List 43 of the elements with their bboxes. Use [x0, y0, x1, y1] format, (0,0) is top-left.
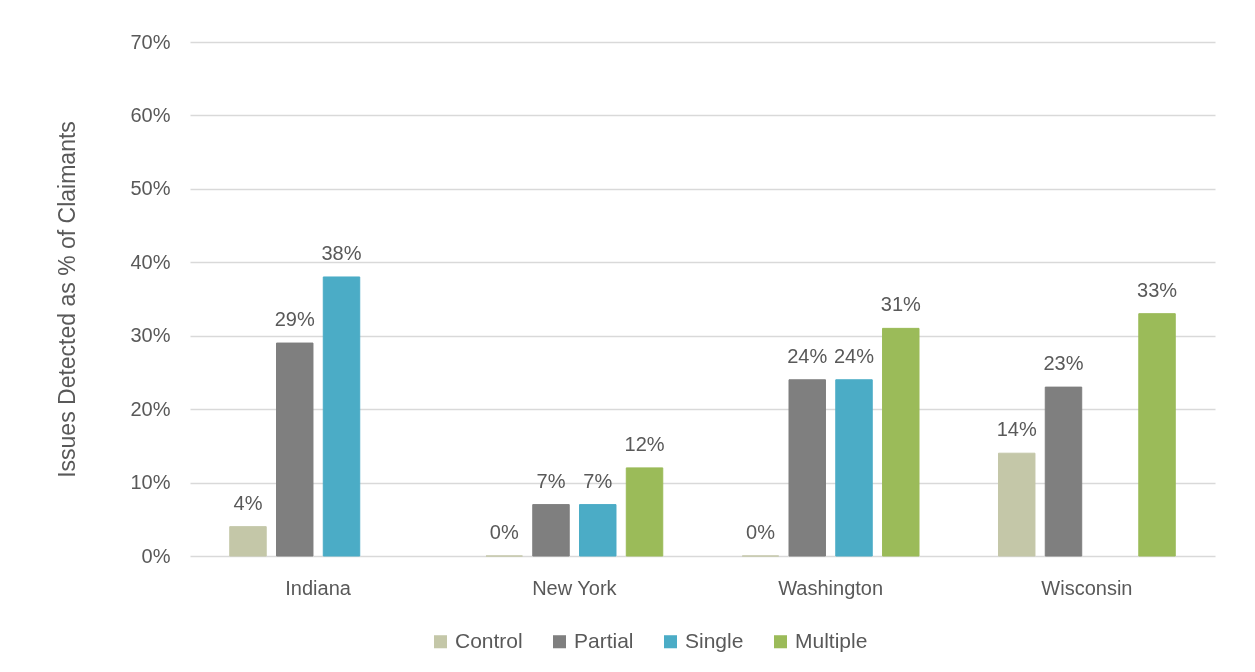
data-label: 0% — [489, 521, 519, 543]
data-label: 24% — [833, 344, 875, 367]
legend-label: Multiple — [795, 628, 868, 652]
x-tick-label: Washington — [778, 576, 884, 599]
bar — [882, 327, 920, 557]
data-label: 14% — [996, 418, 1037, 441]
y-tick-label: 50% — [130, 177, 171, 200]
data-label: 12% — [624, 432, 665, 455]
data-label: 7% — [583, 469, 613, 492]
x-tick-label: Wisconsin — [1041, 576, 1133, 599]
data-label: 4% — [233, 491, 263, 514]
bar — [322, 276, 361, 557]
bar — [276, 342, 314, 557]
data-label: 31% — [880, 293, 921, 316]
bar — [1044, 386, 1083, 557]
data-label: 23% — [1043, 352, 1084, 375]
data-label: 0% — [746, 521, 776, 543]
data-label: 33% — [1137, 278, 1178, 301]
y-tick-label: 70% — [130, 30, 171, 53]
bar — [1138, 313, 1176, 557]
x-tick-label: Indiana — [285, 576, 352, 599]
data-label: 29% — [274, 308, 315, 331]
bar — [788, 379, 826, 557]
y-tick-label: 40% — [130, 250, 171, 273]
bar — [997, 452, 1036, 557]
bar — [532, 504, 570, 557]
x-tick-label: New York — [532, 576, 618, 599]
y-tick-label: 0% — [141, 544, 171, 567]
bar — [625, 467, 664, 557]
bar — [229, 526, 267, 557]
y-axis-title: Issues Detected as % of Claimants — [54, 121, 81, 478]
legend-label: Control — [455, 628, 523, 652]
data-label: 7% — [536, 469, 566, 492]
legend-label: Partial — [574, 628, 634, 652]
bar — [579, 504, 617, 557]
bar — [835, 379, 873, 557]
legend-label: Single — [685, 628, 744, 652]
y-tick-label: 20% — [130, 397, 171, 420]
y-tick-label: 60% — [130, 103, 171, 126]
data-label: 24% — [787, 344, 828, 367]
y-tick-label: 30% — [130, 324, 171, 347]
y-tick-label: 10% — [130, 471, 171, 494]
data-label: 38% — [321, 241, 362, 264]
